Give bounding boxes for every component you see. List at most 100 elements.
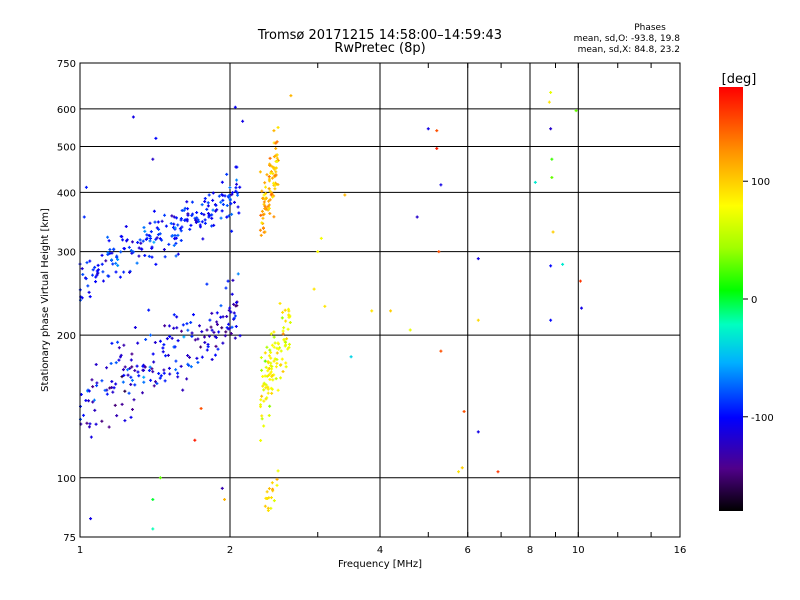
data-point [87, 389, 91, 393]
data-point [263, 351, 267, 355]
data-point [156, 220, 160, 224]
data-point [174, 254, 178, 258]
data-point [272, 499, 276, 503]
data-point [167, 324, 171, 328]
axis-ticks: 1 2 4 6 8 10 16 75 100 200 300 400 500 600 750 [57, 59, 686, 556]
data-point [282, 338, 286, 342]
data-point [266, 369, 270, 373]
data-point [152, 384, 156, 388]
data-point [270, 387, 274, 391]
data-point [100, 419, 104, 423]
data-point [281, 329, 285, 333]
data-point [183, 218, 187, 222]
data-point [261, 374, 265, 378]
data-point [236, 205, 240, 209]
data-point [263, 207, 267, 211]
data-point [206, 201, 210, 205]
data-point [107, 239, 111, 243]
data-point [277, 347, 281, 351]
data-point [150, 255, 154, 259]
data-point [268, 156, 272, 160]
data-point [130, 240, 134, 244]
data-point [275, 153, 279, 157]
data-point [112, 247, 116, 251]
data-point [126, 368, 130, 372]
data-point [260, 417, 264, 421]
data-point [203, 197, 207, 201]
data-point [261, 213, 265, 217]
data-point [128, 366, 132, 370]
data-point [162, 371, 166, 375]
data-point [260, 368, 264, 372]
data-point [151, 370, 155, 374]
data-point [155, 382, 159, 386]
data-point [284, 319, 288, 323]
data-point [157, 227, 161, 231]
data-point [142, 380, 146, 384]
data-point [549, 318, 553, 322]
data-point [230, 325, 234, 329]
data-point [143, 254, 147, 258]
data-point [85, 421, 89, 425]
data-point [238, 185, 242, 189]
data-point [276, 183, 280, 187]
data-point [289, 94, 293, 98]
data-point [137, 254, 141, 258]
data-point [261, 226, 265, 230]
data-point [212, 223, 216, 227]
data-point [167, 242, 171, 246]
colorbar-unit-label: [deg] [722, 72, 757, 87]
data-point [196, 218, 200, 222]
data-point [105, 366, 109, 370]
data-point [80, 267, 84, 271]
data-point [133, 325, 137, 329]
data-point [168, 334, 172, 338]
data-point [227, 194, 231, 198]
data-point [186, 213, 190, 217]
data-point [109, 361, 113, 365]
y-axis-label: Stationary phase Virtual Height [km] [40, 208, 51, 392]
data-point [266, 360, 270, 364]
data-point [228, 198, 232, 202]
data-point [135, 261, 139, 265]
data-point [87, 425, 91, 429]
data-point [162, 343, 166, 347]
data-point [150, 246, 154, 250]
data-point [199, 407, 203, 411]
data-point [147, 233, 151, 237]
data-point [214, 344, 218, 348]
data-point [312, 287, 316, 291]
data-point [107, 274, 111, 278]
data-point [237, 211, 241, 215]
data-point [210, 216, 214, 220]
data-point [272, 129, 276, 133]
data-point [137, 374, 141, 378]
data-point [207, 334, 211, 338]
data-point [225, 172, 229, 176]
y-tick-label: 600 [57, 105, 76, 116]
data-point [131, 115, 135, 119]
data-point [125, 239, 129, 243]
data-point [108, 251, 112, 255]
data-point [236, 272, 240, 276]
data-point [215, 320, 219, 324]
data-point [197, 324, 201, 328]
data-point [272, 166, 276, 170]
data-point [221, 193, 225, 197]
data-point [168, 372, 172, 376]
data-point [267, 414, 271, 418]
data-point [215, 311, 219, 315]
data-point [205, 282, 209, 286]
data-point [263, 181, 267, 185]
data-point [231, 278, 235, 282]
data-point [200, 212, 204, 216]
data-point [92, 398, 96, 402]
x-tick-label: 10 [572, 545, 585, 556]
data-point [259, 439, 263, 443]
data-point [163, 379, 167, 383]
data-point [266, 509, 270, 513]
data-point [259, 213, 263, 217]
data-point [281, 370, 285, 374]
data-point [267, 487, 271, 491]
data-point [268, 211, 272, 215]
